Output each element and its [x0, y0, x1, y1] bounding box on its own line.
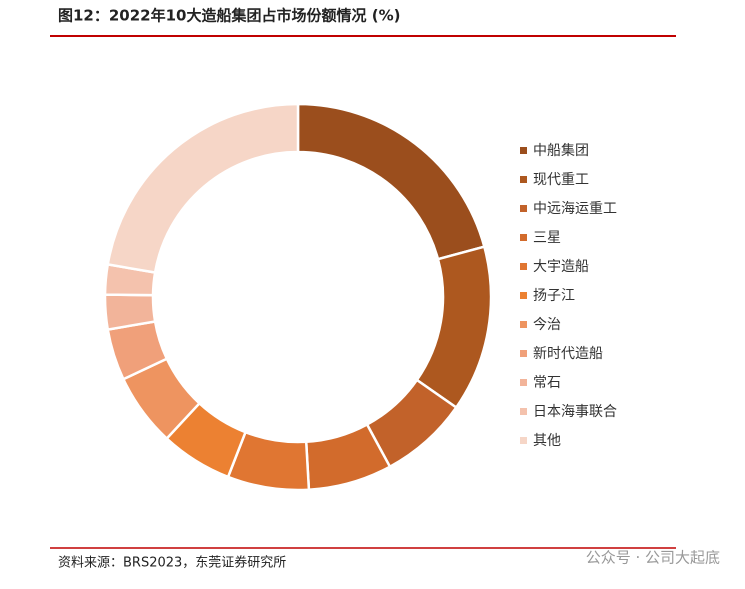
legend-label: 大宇造船 — [533, 259, 589, 275]
legend-swatch — [520, 292, 527, 299]
legend-label: 扬子江 — [533, 288, 575, 304]
legend-swatch — [520, 176, 527, 183]
legend-swatch — [520, 408, 527, 415]
legend-swatch — [520, 437, 527, 444]
legend-label: 今治 — [533, 317, 561, 333]
legend-swatch — [520, 321, 527, 328]
legend-label: 中船集团 — [533, 142, 589, 159]
legend-swatch — [520, 350, 527, 357]
legend-swatch — [520, 147, 527, 154]
source: 资料来源：BRS2023，东莞证券研究所 — [58, 555, 286, 571]
legend-label: 中远海运重工 — [533, 201, 617, 217]
legend-label: 其他 — [533, 433, 561, 449]
legend-swatch — [520, 205, 527, 212]
legend-label: 三星 — [533, 230, 561, 246]
donut — [103, 102, 493, 492]
donut-segment — [415, 245, 493, 410]
legend-label: 常石 — [533, 375, 561, 391]
legend-label: 新时代造船 — [533, 346, 603, 362]
legend-swatch — [520, 234, 527, 241]
legend-swatch — [520, 263, 527, 270]
legend-label: 现代重工 — [533, 172, 589, 188]
donut-segment — [296, 102, 486, 261]
donut-segment — [106, 102, 300, 274]
chart-title: 图12：2022年10大造船集团占市场份额情况 (%) — [58, 7, 400, 25]
legend-label: 日本海事联合 — [533, 404, 617, 420]
watermark: 公众号 · 公司大起底 — [586, 549, 720, 567]
legend-swatch — [520, 379, 527, 386]
